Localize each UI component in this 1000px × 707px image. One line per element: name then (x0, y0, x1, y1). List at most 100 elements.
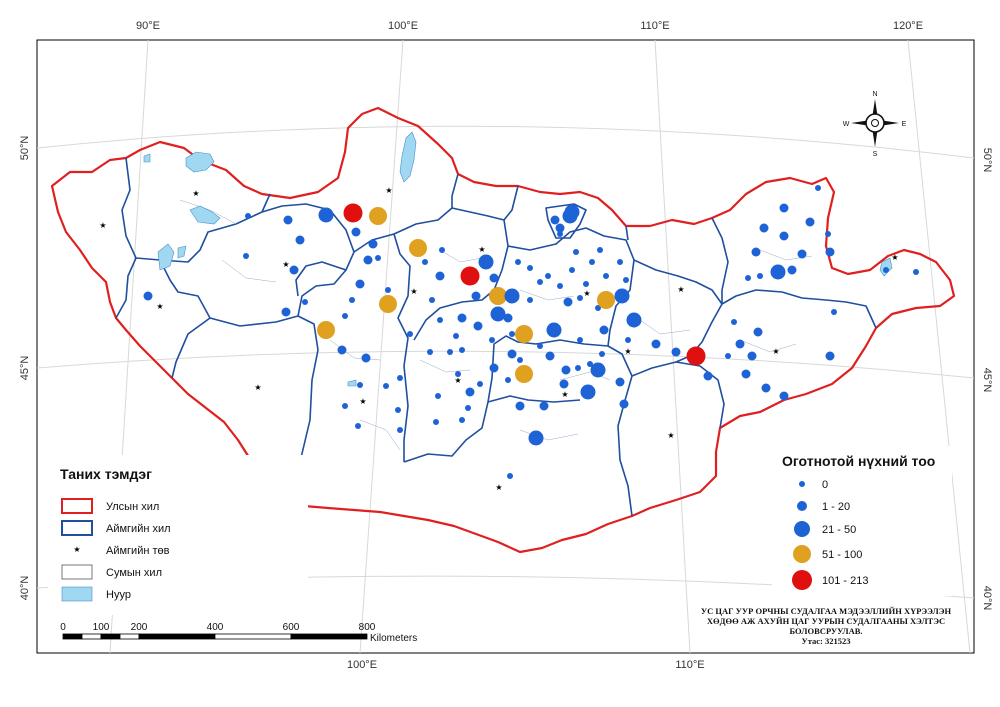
aimag-center-star: ★ (254, 383, 261, 392)
compass-n: N (872, 91, 877, 98)
burrow-point-1-20 (503, 313, 513, 323)
burrow-point-1-20 (825, 247, 835, 257)
burrow-point-21-50 (626, 312, 642, 328)
credit-line-3: БОЛОВСРУУЛАВ. (789, 626, 862, 636)
burrow-point-1-20 (555, 223, 565, 233)
burrow-point-zero (815, 185, 821, 191)
burrow-point-51-100 (317, 321, 335, 339)
burrow-point-1-20 (651, 339, 661, 349)
burrow-point-21-50 (504, 288, 520, 304)
burrow-points (143, 185, 919, 479)
legend-swatch-lake (61, 586, 93, 602)
scale-tick-800: 800 (359, 622, 376, 633)
burrow-point-zero (557, 231, 563, 237)
burrow-point-51-100 (379, 295, 397, 313)
burrow-point-21-50 (564, 204, 580, 220)
burrow-point-1-20 (797, 249, 807, 259)
burrow-point-1-20 (753, 327, 763, 337)
compass-rose-icon: N S W E (843, 91, 907, 158)
legend-symbols: Таних тэмдэг Улсын хил Аймгийн хил ★ Айм… (48, 455, 308, 615)
burrow-point-1-20 (779, 391, 789, 401)
burrow-point-1-20 (361, 353, 371, 363)
aimag-center-star: ★ (282, 260, 289, 269)
burrow-point-21-50 (590, 362, 606, 378)
burrow-point-zero (453, 333, 459, 339)
burrow-point-zero (375, 255, 381, 261)
bottom-tick-110: 110°E (675, 659, 704, 671)
burrow-point-zero (455, 371, 461, 377)
aimag-center-star: ★ (891, 253, 898, 262)
burrow-point-1-20 (435, 271, 445, 281)
legend-label-lake: Нуур (106, 589, 131, 601)
burrow-point-1-20 (779, 203, 789, 213)
aimag-center-star: ★ (156, 302, 163, 311)
burrow-point-zero (625, 337, 631, 343)
burrow-point-zero (573, 249, 579, 255)
burrow-point-1-20 (363, 255, 373, 265)
burrow-point-1-20 (281, 307, 291, 317)
burrow-point-zero (569, 267, 575, 273)
burrow-point-zero (603, 273, 609, 279)
burrow-point-21-50 (490, 306, 506, 322)
right-tick-50: 50°N (981, 148, 993, 173)
burrow-point-51-100 (597, 291, 615, 309)
burrow-point-1-20 (759, 223, 769, 233)
burrow-point-51-100 (515, 325, 533, 343)
lake-khovsgol (399, 131, 417, 183)
burrow-point-1-20 (559, 379, 569, 389)
burrow-point-1-20 (747, 351, 757, 361)
burrow-point-zero (757, 273, 763, 279)
burrow-point-zero (465, 405, 471, 411)
burrow-point-zero (459, 417, 465, 423)
burrow-point-21-50 (546, 322, 562, 338)
scale-bar: 0 100 200 400 600 800 Kilometers (60, 622, 417, 644)
burrow-point-zero (587, 361, 593, 367)
legend-circle-3 (793, 545, 811, 563)
burrow-point-1-20 (550, 215, 560, 225)
scale-tick-200: 200 (131, 622, 148, 633)
compass-s: S (873, 151, 878, 158)
burrow-point-zero (595, 305, 601, 311)
burrow-point-zero (589, 259, 595, 265)
burrow-point-zero (433, 419, 439, 425)
burrow-point-zero (243, 253, 249, 259)
burrow-point-1-20 (787, 265, 797, 275)
burrow-point-zero (429, 297, 435, 303)
burrow-point-zero (437, 317, 443, 323)
burrow-point-21-50 (770, 264, 786, 280)
lake-khar-us (157, 243, 175, 271)
legend-class-4: 101 - 213 (822, 575, 868, 587)
legend-burrow-title: Оготнотой нүхний тоо (782, 453, 935, 469)
burrow-point-zero (397, 427, 403, 433)
burrow-point-zero (507, 473, 513, 479)
burrow-point-1-20 (561, 365, 571, 375)
aimag-center-star: ★ (624, 347, 631, 356)
burrow-point-zero (477, 381, 483, 387)
burrow-point-zero (515, 259, 521, 265)
burrow-point-51-100 (369, 207, 387, 225)
burrow-point-zero (383, 383, 389, 389)
burrow-point-51-100 (489, 287, 507, 305)
burrow-point-51-100 (409, 239, 427, 257)
burrow-point-1-20 (337, 345, 347, 355)
burrow-point-zero (557, 283, 563, 289)
legend-class-0: 0 (822, 479, 828, 491)
burrow-point-zero (597, 247, 603, 253)
burrow-point-1-20 (751, 247, 761, 257)
compass-e: E (902, 121, 907, 128)
burrow-point-1-20 (741, 369, 751, 379)
legend-class-1: 1 - 20 (822, 501, 850, 513)
right-tick-45: 45°N (981, 368, 993, 393)
top-tick-110: 110°E (640, 20, 669, 32)
burrow-point-zero (825, 231, 831, 237)
burrow-point-1-20 (805, 217, 815, 227)
aimag-center-star: ★ (478, 245, 485, 254)
graticule-labels: 90°E 100°E 110°E 120°E 100°E 110°E 50°N … (19, 20, 993, 671)
compass-w: W (843, 121, 850, 128)
left-tick-50: 50°N (19, 136, 31, 161)
top-tick-90: 90°E (136, 20, 160, 32)
burrow-point-21-50 (614, 288, 630, 304)
legend-label-center: Аймгийн төв (106, 545, 170, 557)
burrow-point-zero (435, 393, 441, 399)
top-tick-100: 100°E (388, 20, 418, 32)
